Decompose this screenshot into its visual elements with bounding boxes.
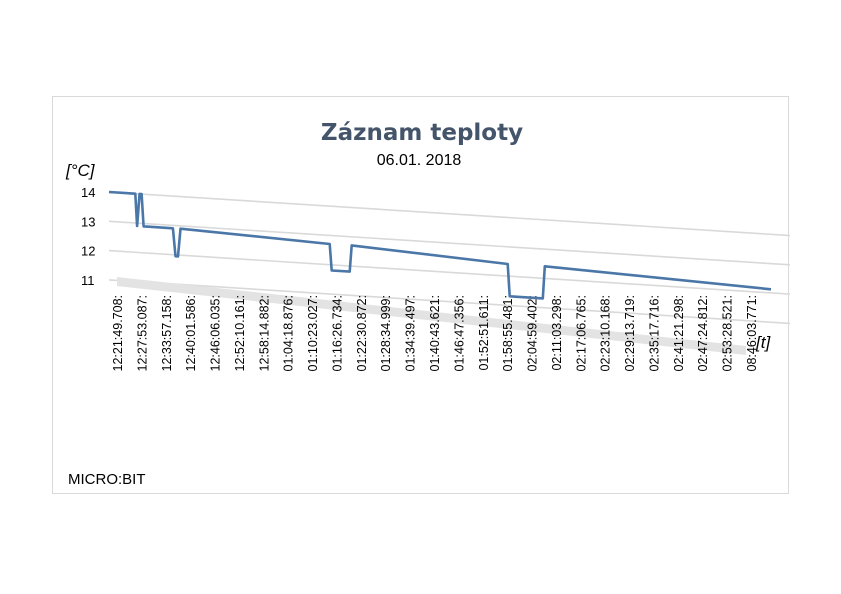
x-tick-label: 01:52:51.611: [477,295,491,371]
series-lines [108,190,772,300]
x-tick-label: 12:58:14.882: [257,295,271,371]
x-tick-label: 02:53:28.521: [721,295,735,371]
gridlines [108,191,790,325]
y-tick-labels: 14 13 12 11 [81,185,95,288]
x-tick-label: 01:16:26.734: [330,295,344,371]
x-tick-label: 01:28:34.999: [379,295,393,371]
x-tick-label: 02:17:06.765: [574,295,588,371]
x-tick-label: 01:22:30.872: [355,295,369,371]
series-line [108,190,772,300]
x-tick-label: 12:52:10.161: [233,295,247,371]
x-tick-label: 02:41:21.298: [672,295,686,371]
x-tick-label: 02:29:13.719: [623,295,637,371]
x-tick-label: 01:46:47.356: [452,295,466,371]
chart-subtitle: 06.01. 2018 [377,152,462,169]
x-tick-label: 01:58:55.481: [501,295,515,371]
x-tick-label: 12:46:06.035: [209,295,223,371]
x-tick-label: 01:34:39.497: [404,295,418,371]
x-tick-label: 02:23:10.168: [599,295,613,371]
y-tick-label: 14 [81,185,95,200]
x-tick-label: 02:04:59.402: [526,295,540,371]
y-tick-label: 11 [81,273,95,288]
y-tick-label: 13 [81,214,95,229]
x-tick-label: 01:10:23.027: [306,295,320,371]
chart-floor [117,277,746,355]
x-tick-label: 02:47:24.812: [696,295,710,371]
gridline [108,279,790,325]
y-axis-label: [°C] [65,161,96,180]
x-tick-label: 12:27:53.087: [135,295,149,371]
x-tick-label: 12:40:01.586: [184,295,198,371]
gridline [108,220,790,266]
x-tick-label: 02:35:17.716: [647,295,661,371]
x-tick-label: 01:40:43.621: [428,295,442,371]
chart-frame: Záznam teploty 06.01. 2018 [°C] [t] 14 13… [52,96,790,494]
gridline [108,191,790,237]
x-tick-labels: 12:21:49.708: 12:27:53.087: 12:33:57.158: 1… [111,295,759,371]
device-label: MICRO:BIT [68,471,146,488]
x-tick-label: 08:46:03.771: [745,295,759,371]
x-tick-label: 12:21:49.708: [111,295,125,371]
x-tick-label: 12:33:57.158: [160,295,174,371]
x-axis-label: [t] [755,333,771,352]
line-chart: Záznam teploty 06.01. 2018 [°C] [t] 14 13… [65,120,790,488]
chart-title: Záznam teploty [321,120,523,146]
y-tick-label: 12 [81,244,95,259]
x-tick-label: 02:11:03.298: [550,295,564,371]
x-tick-label: 01:04:18.876: [282,295,296,371]
gridline [108,249,790,295]
